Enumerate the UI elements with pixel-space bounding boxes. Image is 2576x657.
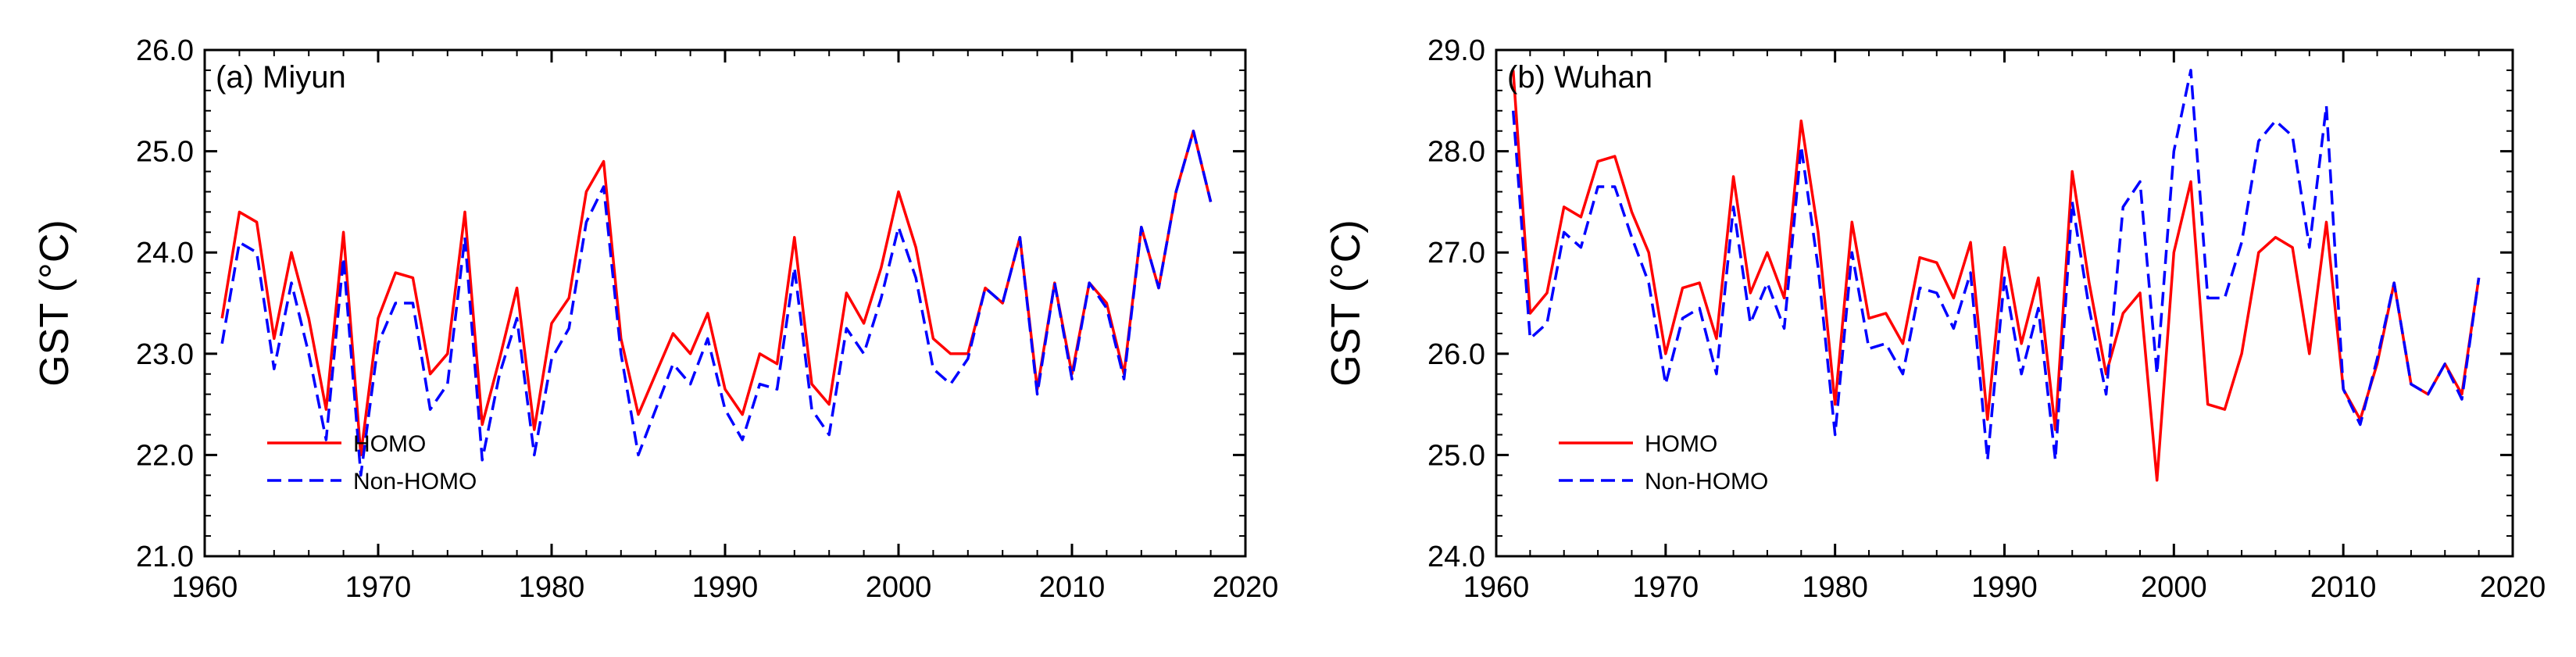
y-tick-label: 25.0 [1427, 439, 1485, 472]
legend-label: HOMO [353, 431, 426, 457]
x-tick-label: 2020 [2480, 571, 2546, 604]
y-tick-label: 23.0 [136, 338, 194, 371]
x-tick-label: 2020 [1213, 571, 1279, 604]
x-tick-label: 2000 [866, 571, 932, 604]
x-tick-label: 1960 [1463, 571, 1530, 604]
chart-panel-2: 1960 1970 1980 1990 2000 2010 2020 24.0 25.0 26.0… [1324, 34, 2546, 604]
y-tick-label: 24.0 [136, 237, 194, 270]
y-tick-label: 24.0 [1427, 541, 1485, 573]
x-tick-label: 2010 [1039, 571, 1106, 604]
y-axis-label: GST (°C) [32, 220, 77, 386]
series-line-homo [1511, 70, 2481, 482]
y-axis-label: GST (°C) [1324, 220, 1369, 386]
x-tick-label: 1960 [172, 571, 238, 604]
x-tick-label: 1990 [1971, 571, 2038, 604]
y-tick-label: 27.0 [1427, 237, 1485, 270]
y-tick-label: 29.0 [1427, 34, 1485, 67]
legend-label: Non-HOMO [1645, 469, 1768, 495]
chart-panel-1: 1960 1970 1980 1990 2000 2010 2020 21.0 22.0 23.0… [32, 34, 1278, 604]
x-tick-label: 1970 [1633, 571, 1699, 604]
legend-label: HOMO [1645, 431, 1717, 457]
series-line-non-homo [220, 129, 1213, 477]
panel-title: (a) Miyun [216, 60, 346, 95]
x-tick-label: 2010 [2310, 571, 2377, 604]
panel-title: (b) Wuhan [1507, 60, 1652, 95]
x-tick-label: 1970 [345, 571, 412, 604]
legend: HOMO Non-HOMO [1559, 431, 1768, 495]
x-tick-label: 1980 [519, 571, 585, 604]
y-tick-label: 22.0 [136, 439, 194, 472]
legend: HOMO Non-HOMO [267, 431, 477, 495]
x-tick-label: 2000 [2141, 571, 2207, 604]
x-tick-label: 1980 [1802, 571, 1868, 604]
y-tick-label: 21.0 [136, 541, 194, 573]
legend-label: Non-HOMO [353, 469, 477, 495]
y-tick-label: 25.0 [136, 136, 194, 169]
y-tick-label: 26.0 [1427, 338, 1485, 371]
series-line-non-homo [1511, 69, 2481, 462]
y-tick-label: 28.0 [1427, 136, 1485, 169]
y-tick-label: 26.0 [136, 34, 194, 67]
x-tick-label: 1990 [692, 571, 759, 604]
